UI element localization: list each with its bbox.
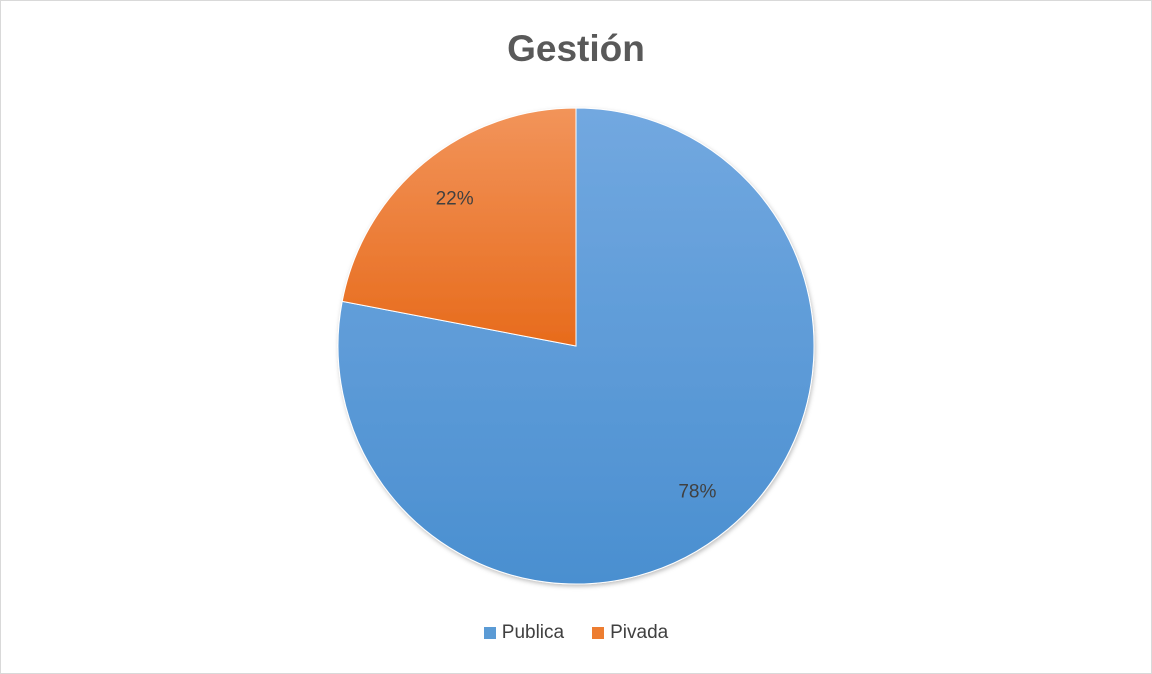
legend-swatch-pivada bbox=[592, 627, 605, 639]
legend-item-pivada: Pivada bbox=[592, 622, 668, 644]
data-label-pivada: 22% bbox=[436, 188, 474, 209]
legend-label-publica: Publica bbox=[501, 622, 565, 643]
legend-swatch-publica bbox=[483, 627, 496, 639]
chart-title: Gestión bbox=[507, 28, 645, 69]
legend-item-publica: Publica bbox=[483, 622, 565, 644]
data-label-publica: 78% bbox=[678, 482, 716, 503]
pie-slice-pivada bbox=[341, 107, 577, 347]
legend-label-pivada: Pivada bbox=[610, 622, 669, 643]
legend: Publica Pivada bbox=[0, 622, 1152, 644]
